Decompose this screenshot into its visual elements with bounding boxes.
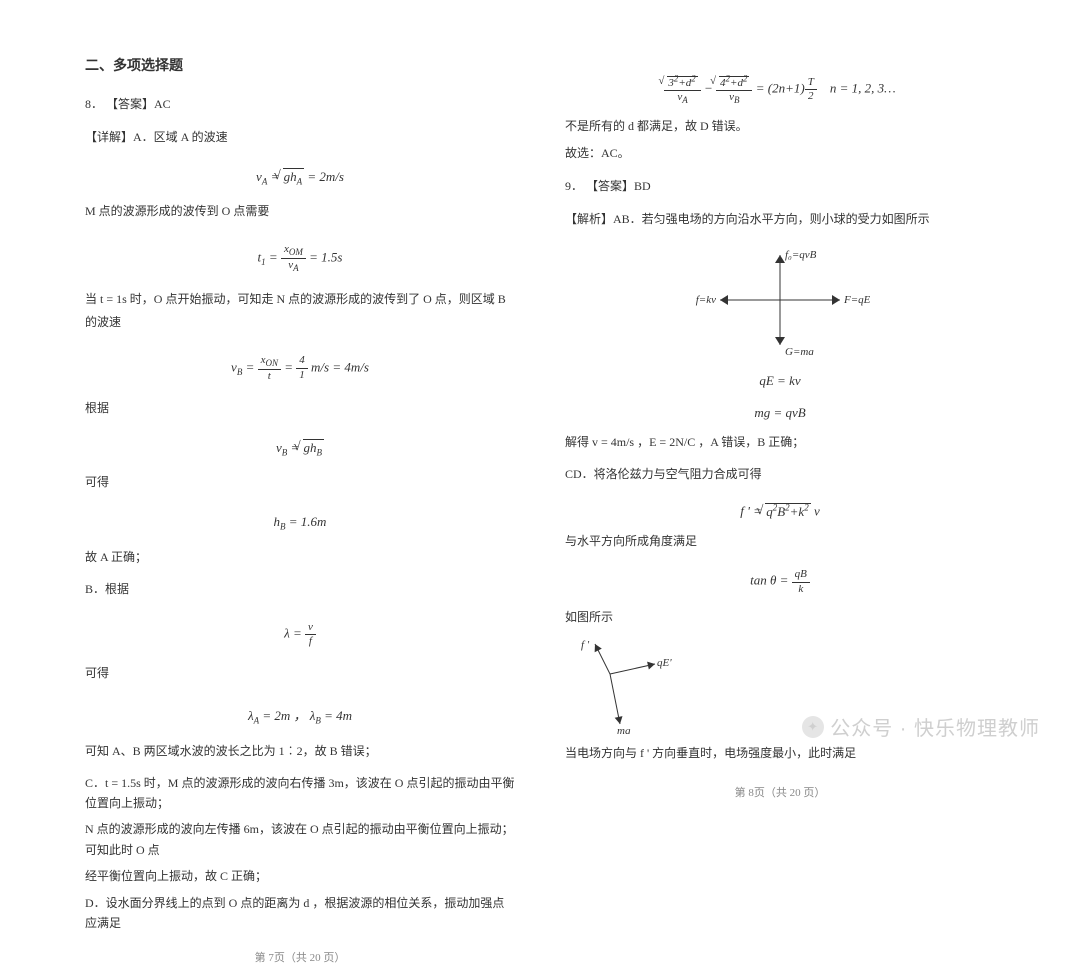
line-a-correct: 故 A 正确； — [85, 546, 515, 569]
formula-vA: vA = ghA = 2m/s — [85, 169, 515, 187]
left-column: 二、多项选择题 8． 【答案】AC 【详解】A．区域 A 的波速 vA = gh… — [85, 55, 515, 743]
q8-header: 8． 【答案】AC — [85, 93, 515, 116]
formula-t1: t1 = xOMvA = 1.5s — [85, 243, 515, 274]
page-number-right: 第 8页（共 20 页） — [565, 774, 995, 800]
formula-fprime: f ' = q2B2+k2 v — [565, 502, 995, 519]
svg-text:F=qE: F=qE — [843, 294, 870, 306]
r-line-d-wrong: 不是所有的 d 都满足，故 D 错误。 — [565, 116, 995, 136]
svg-text:G=mg: G=mg — [785, 346, 814, 355]
q9-number: 9． — [565, 179, 583, 193]
formula-mg-qvB: mg = qvB — [565, 405, 995, 421]
line-b-genju: B．根据 — [85, 578, 515, 601]
r-line-ac: 故选：AC。 — [565, 142, 995, 165]
line-c3: 经平衡位置向上振动，故 C 正确； — [85, 866, 515, 886]
formula-hB: hB = 1.6m — [85, 514, 515, 532]
formula-qE-kv: qE = kv — [565, 373, 995, 389]
watermark: ✦ 公众号 · 快乐物理教师 — [802, 712, 1040, 741]
q9-ab: 【解析】AB．若匀强电场的方向沿水平方向，则小球的受力如图所示 — [565, 208, 995, 231]
svg-text:f₀=qvB: f₀=qvB — [785, 249, 817, 261]
formula-lambda: λ = vf — [85, 621, 515, 648]
formula-tan: tan θ = qBk — [565, 568, 995, 595]
line-kede1: 可得 — [85, 471, 515, 494]
section-title: 二、多项选择题 — [85, 55, 515, 75]
formula-top-right: 32+d2vA − 42+d2vB = (2n+1)T2 n = 1, 2, 3… — [565, 73, 995, 106]
r-perp: 当电场方向与 f ' 方向垂直时，电场强度最小，此时满足 — [565, 742, 995, 765]
svg-text:qE': qE' — [657, 657, 672, 669]
line-kede2: 可得 — [85, 662, 515, 685]
r-angle: 与水平方向所成角度满足 — [565, 530, 995, 553]
q8-detail-a: 【详解】A．区域 A 的波速 — [85, 126, 515, 149]
q9-header: 9． 【答案】BD — [565, 175, 995, 198]
q9-answer: 【答案】BD — [586, 179, 651, 193]
line-c2: N 点的波源形成的波向左传播 6m，该波在 O 点引起的振动由平衡位置向上振动；… — [85, 819, 515, 860]
r-cd: CD．将洛伦兹力与空气阻力合成可得 — [565, 463, 995, 486]
formula-vB: vB = xONt = 41 m/s = 4m/s — [85, 354, 515, 383]
line-d: D．设水面分界线上的点到 O 点的距离为 d ，根据波源的相位关系，振动加强点应… — [85, 893, 515, 934]
line-b-wrong: 可知 A、B 两区域水波的波长之比为 1︰2，故 B 错误； — [85, 740, 515, 763]
r-asfig: 如图所示 — [565, 606, 995, 629]
line-m-to-o: M 点的波源形成的波传到 O 点需要 — [85, 200, 515, 223]
svg-text:f=kv: f=kv — [696, 294, 716, 306]
svg-text:f ': f ' — [581, 639, 590, 651]
line-c1: C．t = 1.5s 时，M 点的波源形成的波向右传播 3m，该波在 O 点引起… — [85, 773, 515, 814]
force-diagram: f₀=qvB f=kv F=qE G=mg — [565, 245, 995, 359]
page-wrap: 二、多项选择题 8． 【答案】AC 【详解】A．区域 A 的波速 vA = gh… — [0, 0, 1080, 763]
line-t1s: 当 t = 1s 时，O 点开始振动，可知走 N 点的波源形成的波传到了 O 点… — [85, 288, 515, 334]
line-genju1: 根据 — [85, 397, 515, 420]
svg-text:mg: mg — [617, 725, 631, 734]
formula-lambda-vals: λA = 2m ， λB = 4m — [85, 705, 515, 726]
q8-number: 8． — [85, 97, 103, 111]
formula-vB-sqrt: vB = ghB — [85, 440, 515, 458]
q8-answer: 【答案】AC — [106, 97, 171, 111]
r-solve: 解得 v = 4m/s ，E = 2N/C ，A 错误，B 正确； — [565, 431, 995, 454]
wechat-icon: ✦ — [802, 716, 824, 738]
page-number-left: 第 7页（共 20 页） — [85, 939, 515, 965]
right-column: 32+d2vA − 42+d2vB = (2n+1)T2 n = 1, 2, 3… — [565, 55, 995, 743]
watermark-text: 公众号 · 快乐物理教师 — [830, 712, 1040, 741]
